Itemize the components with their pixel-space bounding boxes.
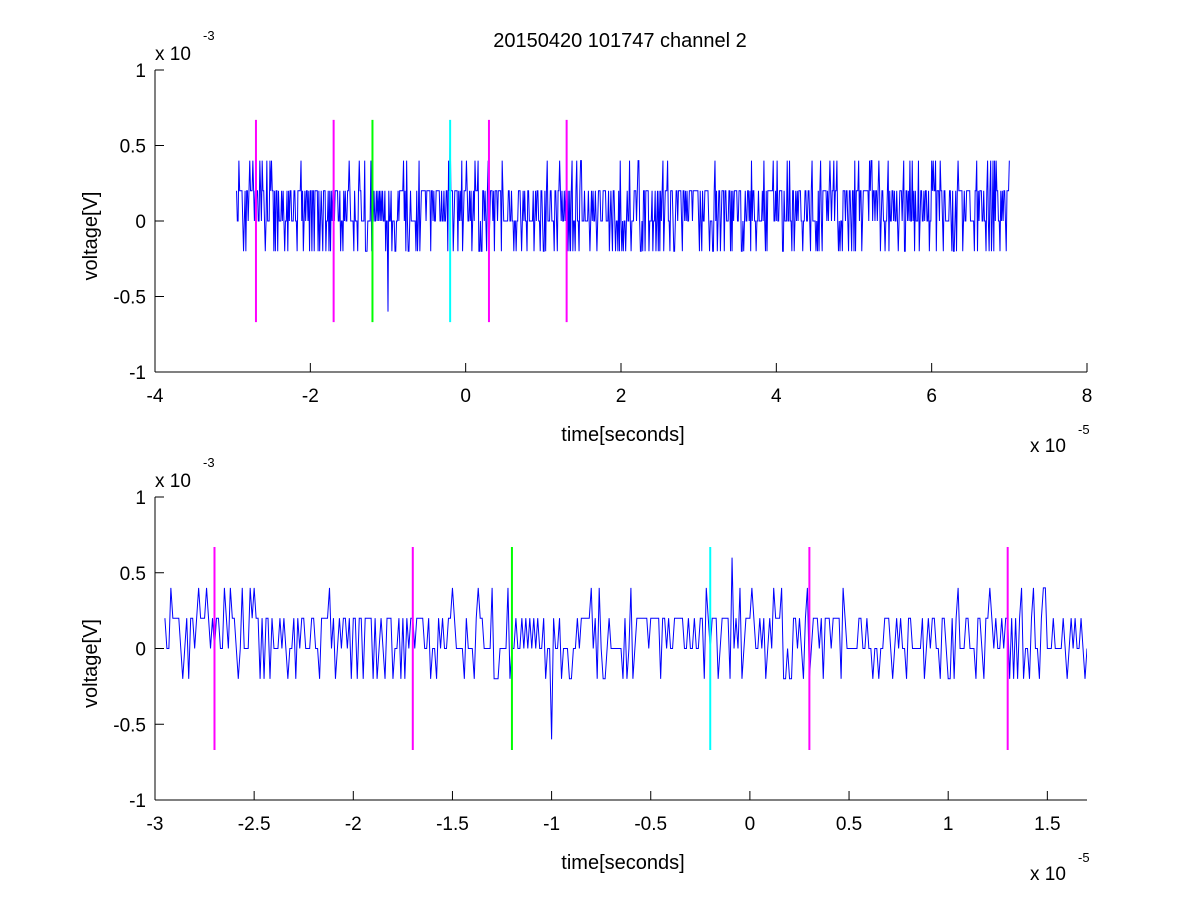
signal-trace [164, 557, 1087, 740]
top-axes: -4 -2 0 2 4 6 8 -1 -0.5 0 0.5 1 time[seconds] voltage… [80, 28, 1092, 457]
x-tick-label: 4 [771, 386, 782, 407]
signal-trace [236, 130, 1010, 312]
y-tick-label: 1 [135, 61, 146, 82]
y-scale-exponent-power: -3 [203, 28, 215, 43]
y-tick-label: 0 [135, 640, 146, 661]
x-axis-label: time[seconds] [561, 424, 684, 446]
y-tick-label: -0.5 [113, 715, 146, 736]
x-tick-label: 0.5 [836, 814, 862, 835]
x-scale-exponent: x 10 [1030, 864, 1066, 885]
y-tick-label: 0 [135, 212, 146, 233]
x-tick-label: -3 [147, 814, 164, 835]
x-tick-label: 0 [745, 814, 756, 835]
y-tick-label: 0.5 [120, 564, 146, 585]
y-axis-label: voltage[V] [80, 619, 102, 708]
y-tick-label: -1 [129, 363, 146, 384]
x-scale-exponent-power: -5 [1078, 850, 1090, 865]
x-tick-label: -2 [302, 386, 319, 407]
x-tick-label: -1.5 [436, 814, 469, 835]
x-tick-label: -2.5 [238, 814, 271, 835]
x-tick-label: 6 [926, 386, 937, 407]
x-scale-exponent-power: -5 [1078, 422, 1090, 437]
y-scale-exponent: x 10 [155, 471, 191, 492]
x-scale-exponent: x 10 [1030, 436, 1066, 457]
y-tick-label: -0.5 [113, 288, 146, 309]
y-scale-exponent-power: -3 [203, 455, 215, 470]
figure-title: 20150420 101747 channel 2 [493, 30, 747, 52]
x-tick-label: -0.5 [634, 814, 667, 835]
x-tick-label: -1 [543, 814, 560, 835]
bottom-axes: -3 -2.5 -2 -1.5 -1 -0.5 0 0.5 1 1.5 -1 -0.5 0 0.5 1 tim… [80, 455, 1090, 885]
y-tick-label: -1 [129, 791, 146, 812]
x-axis-label: time[seconds] [561, 852, 684, 874]
x-tick-label: 2 [616, 386, 627, 407]
y-scale-exponent: x 10 [155, 44, 191, 65]
x-tick-label: 0 [460, 386, 471, 407]
x-tick-label: 1.5 [1034, 814, 1060, 835]
x-tick-label: 8 [1082, 386, 1093, 407]
y-tick-label: 1 [135, 488, 146, 509]
y-axis-label: voltage[V] [80, 192, 102, 281]
x-tick-label: -4 [147, 386, 164, 407]
y-tick-label: 0.5 [120, 137, 146, 158]
x-tick-label: 1 [943, 814, 954, 835]
x-tick-label: -2 [345, 814, 362, 835]
